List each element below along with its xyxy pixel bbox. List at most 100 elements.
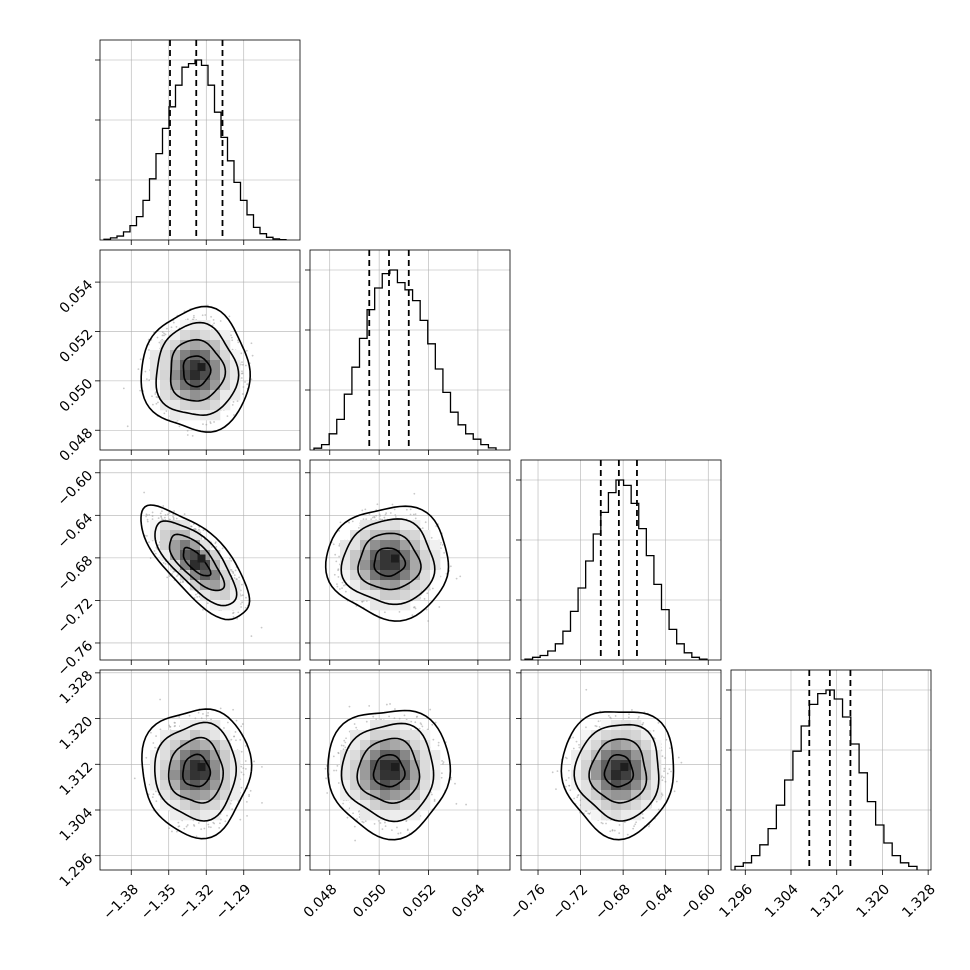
sample-point	[324, 767, 327, 770]
density-cell	[420, 730, 431, 741]
sample-point	[188, 714, 191, 717]
sample-point	[642, 721, 645, 724]
sample-point	[212, 821, 215, 824]
density-cell	[200, 770, 211, 781]
sample-point	[207, 823, 210, 826]
sample-point	[246, 814, 248, 817]
density-cell	[370, 730, 381, 741]
sample-point	[213, 421, 215, 423]
density-cell	[190, 540, 201, 551]
sample-point	[454, 782, 456, 785]
sample-point	[148, 349, 150, 351]
density-cell	[370, 550, 381, 561]
sample-point	[210, 718, 212, 721]
sample-point	[244, 364, 247, 367]
density-cell	[180, 320, 191, 331]
density-cell	[220, 400, 231, 411]
histogram-step	[734, 689, 918, 870]
density-cell	[210, 770, 221, 781]
density-cell	[370, 790, 381, 801]
sample-point	[338, 544, 341, 547]
density-panel	[100, 460, 300, 660]
density-cell	[340, 770, 351, 781]
sample-point	[202, 713, 204, 715]
contour-line	[154, 520, 238, 607]
sample-point	[146, 518, 149, 521]
sample-point	[172, 321, 175, 324]
density-cell	[400, 530, 411, 541]
sample-point	[393, 717, 396, 720]
sample-point	[239, 818, 242, 821]
density-cell	[400, 810, 411, 821]
sample-point	[207, 711, 209, 714]
sample-point	[607, 714, 610, 717]
sample-point	[241, 723, 244, 725]
sample-point	[137, 368, 140, 371]
density-cell	[400, 740, 411, 751]
sample-point	[372, 715, 375, 718]
sample-point	[219, 822, 221, 825]
sample-point	[236, 617, 239, 620]
sample-point	[240, 771, 243, 774]
sample-point	[325, 777, 327, 780]
sample-point	[209, 421, 212, 423]
density-cell	[210, 600, 221, 611]
sample-point	[614, 715, 617, 717]
sample-point	[169, 726, 172, 728]
density-cell	[200, 370, 211, 381]
sample-point	[186, 318, 189, 321]
contour-line	[340, 722, 435, 823]
density-cell	[430, 760, 441, 771]
density-cell	[360, 750, 371, 761]
density-cell	[200, 810, 211, 821]
density-cell	[180, 720, 191, 731]
density-cell	[370, 600, 381, 611]
sample-point	[244, 760, 247, 762]
contour-line	[140, 504, 251, 621]
density-cell	[160, 770, 171, 781]
peak-marker	[390, 763, 399, 772]
sample-point	[637, 716, 640, 718]
density-cell	[350, 540, 361, 551]
density-cell	[410, 750, 421, 761]
axes-frame	[99, 39, 301, 241]
sample-point	[423, 597, 426, 600]
density-cell	[380, 770, 391, 781]
density-cell	[430, 770, 441, 781]
sample-point	[364, 820, 367, 823]
density-cell	[170, 380, 181, 391]
sample-point	[145, 378, 148, 381]
density-cell	[180, 340, 191, 351]
sample-point	[240, 725, 243, 728]
density-cell	[190, 380, 201, 391]
sample-point	[384, 513, 387, 516]
density-cell	[190, 360, 201, 371]
sample-point	[196, 596, 199, 598]
density-cell	[220, 380, 231, 391]
sample-point	[426, 728, 429, 731]
sample-point	[343, 584, 345, 587]
sample-point	[235, 578, 238, 581]
density-cell	[190, 340, 201, 351]
sample-point	[348, 705, 351, 708]
sample-point	[228, 315, 231, 318]
sample-point	[192, 523, 195, 526]
sample-point	[230, 336, 233, 339]
density-cell	[210, 800, 221, 811]
density-cell	[170, 400, 181, 411]
density-cell	[360, 580, 371, 591]
sample-point	[148, 379, 151, 381]
density-cell	[380, 590, 391, 601]
sample-point	[412, 513, 415, 516]
density-cell	[400, 540, 411, 551]
density-cell	[390, 580, 401, 591]
sample-point	[244, 745, 247, 747]
density-cell	[360, 550, 371, 561]
density-cell	[420, 530, 431, 541]
sample-point	[342, 802, 345, 805]
sample-point	[440, 541, 442, 544]
density-cell	[160, 350, 171, 361]
density-cell	[380, 540, 391, 551]
density-cell	[200, 330, 211, 341]
density-cell	[170, 790, 181, 801]
